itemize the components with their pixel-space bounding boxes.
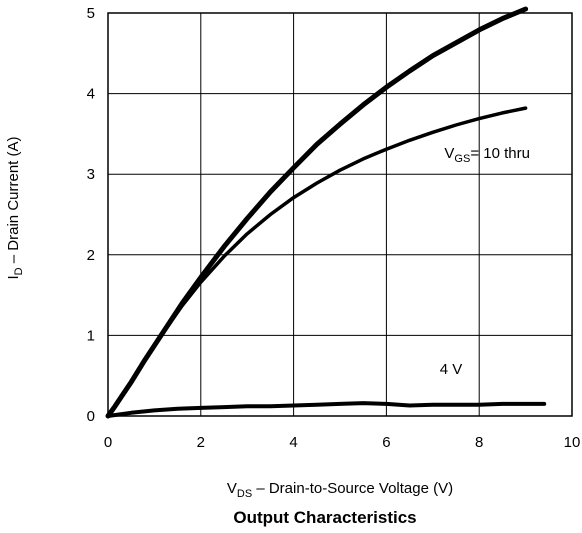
x-tick-label-4: 8 bbox=[475, 434, 483, 451]
x-axis-ticks: 0 2 4 6 8 10 bbox=[104, 434, 581, 451]
y-axis-ticks: 0 1 2 3 4 5 bbox=[87, 5, 95, 425]
y-tick-label-3: 3 bbox=[87, 166, 95, 183]
y-axis-label: ID – Drain Current (A) bbox=[5, 137, 25, 280]
x-tick-label-5: 10 bbox=[564, 434, 581, 451]
y-tick-label-1: 1 bbox=[87, 327, 95, 344]
annotations: VGS= 10 thru 4 V bbox=[440, 145, 530, 378]
x-tick-label-0: 0 bbox=[104, 434, 112, 451]
y-tick-label-5: 5 bbox=[87, 5, 95, 22]
y-tick-label-4: 4 bbox=[87, 86, 95, 103]
chart-title: Output Characteristics bbox=[233, 508, 416, 527]
series-line-2 bbox=[106, 401, 547, 418]
series-line-1 bbox=[106, 106, 528, 418]
x-tick-label-1: 2 bbox=[197, 434, 205, 451]
y-tick-label-2: 2 bbox=[87, 247, 95, 264]
annotation-vgs: VGS= 10 thru bbox=[444, 145, 530, 165]
grid-lines bbox=[107, 12, 573, 417]
x-tick-label-3: 6 bbox=[382, 434, 390, 451]
annotation-four: 4 V bbox=[440, 361, 463, 378]
x-tick-label-2: 4 bbox=[289, 434, 297, 451]
y-tick-label-0: 0 bbox=[87, 408, 95, 425]
series-line-0 bbox=[105, 6, 529, 419]
x-axis-label: VDS – Drain-to-Source Voltage (V) bbox=[227, 480, 453, 500]
series-layer bbox=[105, 6, 547, 419]
plot-frame bbox=[107, 12, 573, 417]
